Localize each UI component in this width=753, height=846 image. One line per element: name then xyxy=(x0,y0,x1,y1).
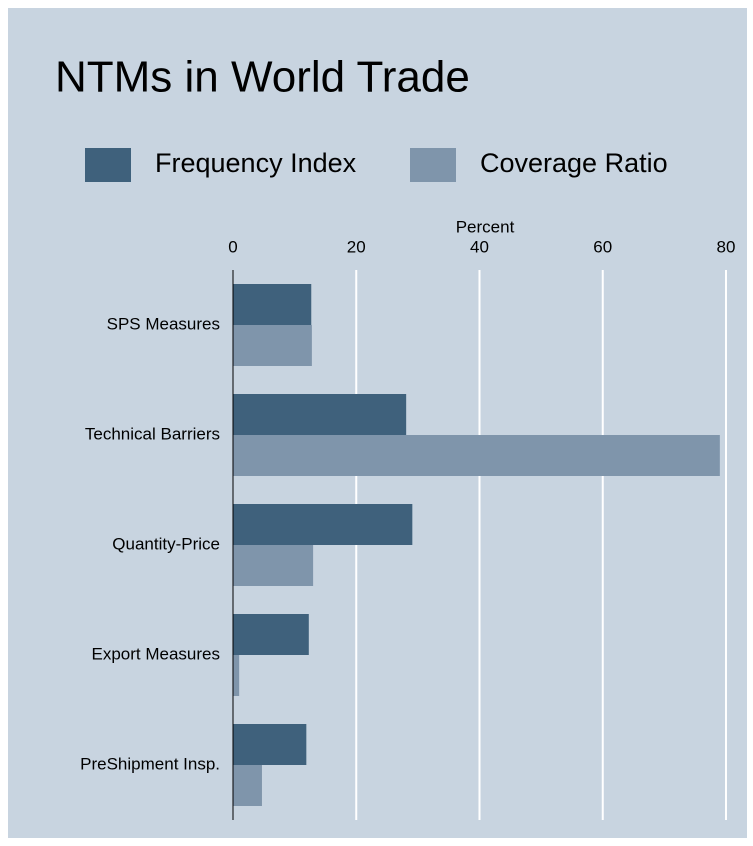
x-tick-label: 80 xyxy=(717,237,736,256)
y-tick-label: PreShipment Insp. xyxy=(80,754,220,773)
bar xyxy=(233,284,312,325)
y-tick-label: SPS Measures xyxy=(107,314,220,333)
legend-label: Frequency Index xyxy=(155,148,357,178)
bar xyxy=(233,504,413,545)
bar xyxy=(233,724,307,765)
bar xyxy=(233,435,720,476)
legend-swatch xyxy=(410,148,456,182)
x-tick-label: 20 xyxy=(347,237,366,256)
chart-title: NTMs in World Trade xyxy=(55,53,470,102)
y-tick-label: Export Measures xyxy=(92,644,221,663)
x-axis-label: Percent xyxy=(456,217,515,236)
bar xyxy=(233,394,407,435)
bar xyxy=(233,325,312,366)
legend-label: Coverage Ratio xyxy=(480,148,668,178)
y-tick-label: Technical Barriers xyxy=(85,424,220,443)
bar xyxy=(233,614,309,655)
x-tick-label: 0 xyxy=(228,237,237,256)
x-tick-label: 60 xyxy=(593,237,612,256)
legend-swatch xyxy=(85,148,131,182)
y-tick-label: Quantity-Price xyxy=(112,534,220,553)
x-tick-label: 40 xyxy=(470,237,489,256)
bar xyxy=(233,765,262,806)
bar xyxy=(233,655,240,696)
bar xyxy=(233,545,314,586)
